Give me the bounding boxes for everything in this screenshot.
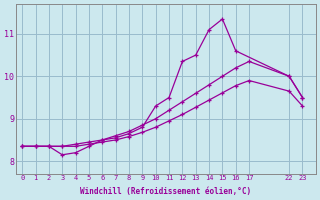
X-axis label: Windchill (Refroidissement éolien,°C): Windchill (Refroidissement éolien,°C): [80, 187, 251, 196]
